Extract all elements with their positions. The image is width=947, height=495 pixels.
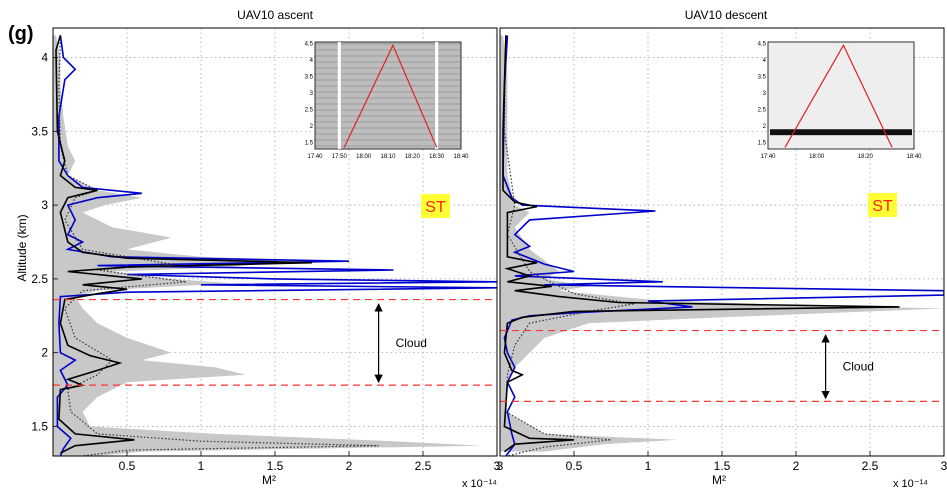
inset-x-tick-label-1: 18:00 <box>809 154 825 160</box>
inset-y-tick-label-5: 4 <box>310 58 314 64</box>
y-tick-label-0: 1.5 <box>31 419 48 433</box>
inset-y-tick-label-1: 2 <box>763 124 767 130</box>
ascent-spread-band <box>53 35 483 456</box>
descent-panel: UAV10 descent Cloud ST 3 0.5 1 1.5 2 2.5 3 M² … <box>497 8 947 490</box>
descent-st-label: ST <box>872 198 893 215</box>
inset-x-tick-label-0: 17:40 <box>760 154 776 160</box>
ascent-y-ticks: 1.5 2 2.5 3 3.5 4 <box>31 51 58 433</box>
ascent-panel: UAV10 ascent Cloud ST 0.5 1 1.5 2 2.5 3 1.5 2 2… <box>31 8 500 490</box>
inset-x-tick-label-3: 18:40 <box>906 154 922 160</box>
x-tick-label-1: 1 <box>198 459 205 473</box>
ascent-series-blue-line <box>56 35 497 456</box>
x-tick-label-3: 2 <box>346 459 353 473</box>
inset-y-tick-label-1: 2 <box>310 124 314 130</box>
panel-label: (g) <box>8 23 34 45</box>
descent-x-ticks: 3 0.5 1 1.5 2 2.5 3 <box>497 451 947 473</box>
inset-flight-path <box>784 44 893 148</box>
inset-x-tick-label-3: 18:10 <box>380 154 396 160</box>
x-tick-label-2: 1 <box>645 459 652 473</box>
ascent-cloud-label: Cloud <box>396 336 427 350</box>
descent-inset-ticks: 17:40 18:00 18:20 18:40 1.5 2 2.5 3 3.5 4 4.5 <box>758 42 923 160</box>
descent-x-scale-label: x 10⁻¹⁴ <box>893 478 928 490</box>
descent-cloud-label: Cloud <box>843 360 874 374</box>
ascent-title: UAV10 ascent <box>237 8 313 22</box>
inset-y-tick-label-5: 4 <box>763 58 767 64</box>
inset-x-tick-label-5: 18:30 <box>429 154 445 160</box>
inset-x-tick-label-4: 18:20 <box>405 154 421 160</box>
x-tick-label-3: 1.5 <box>714 459 731 473</box>
ascent-series-black-line <box>55 35 313 454</box>
descent-series-dotted-line <box>503 35 634 456</box>
x-tick-label-5: 2.5 <box>862 459 879 473</box>
ascent-inset-ticks: 17:40 17:50 18:00 18:10 18:20 18:30 18:40 1.5 2 2… <box>305 42 470 160</box>
y-tick-label-1: 2 <box>41 346 48 360</box>
descent-inset: 17:40 18:00 18:20 18:40 1.5 2 2.5 3 3.5 4 4.5 <box>758 41 923 160</box>
descent-title: UAV10 descent <box>685 8 768 22</box>
ascent-inset-image <box>314 41 462 150</box>
inset-y-tick-label-4: 3.5 <box>305 75 314 81</box>
y-tick-label-2: 2.5 <box>31 272 48 286</box>
descent-series-black-line <box>502 35 900 453</box>
descent-x-axis-label: M² <box>712 473 726 487</box>
inset-y-tick-label-3: 3 <box>310 91 314 97</box>
ascent-st-badge <box>421 194 450 218</box>
x-tick-label-6: 3 <box>941 459 947 473</box>
inset-flight-path <box>343 43 438 148</box>
x-tick-label-0: 3 <box>497 459 504 473</box>
ascent-x-scale-label: x 10⁻¹⁴ <box>462 478 497 490</box>
inset-y-tick-label-2: 2.5 <box>758 107 767 113</box>
x-tick-label-5: 3 <box>494 459 501 473</box>
inset-y-tick-label-0: 1.5 <box>758 140 767 146</box>
inset-x-tick-label-2: 18:20 <box>858 154 874 160</box>
inset-y-tick-label-2: 2.5 <box>305 107 314 113</box>
ascent-inset-overlay <box>337 42 439 149</box>
ascent-st-label: ST <box>425 199 446 216</box>
x-tick-label-4: 2.5 <box>415 459 432 473</box>
y-tick-label-4: 3.5 <box>31 124 48 138</box>
ascent-x-axis-label: M² <box>262 473 276 487</box>
inset-x-tick-label-2: 18:00 <box>356 154 372 160</box>
inset-x-tick-label-6: 18:40 <box>453 154 469 160</box>
inset-y-tick-label-6: 4.5 <box>305 42 314 48</box>
descent-inset-overlay <box>770 44 912 148</box>
x-tick-label-0: 0.5 <box>119 459 136 473</box>
ascent-x-ticks: 0.5 1 1.5 2 2.5 3 <box>119 451 501 473</box>
inset-x-tick-label-0: 17:40 <box>307 154 323 160</box>
y-axis-label: Altitude (km) <box>15 214 29 281</box>
x-tick-label-1: 0.5 <box>566 459 583 473</box>
x-tick-label-2: 1.5 <box>267 459 284 473</box>
y-tick-label-3: 3 <box>41 198 48 212</box>
inset-cloud-layer <box>770 129 912 136</box>
ascent-inset: 17:40 17:50 18:00 18:10 18:20 18:30 18:40 1.5 2 2… <box>305 41 470 160</box>
inset-y-tick-label-3: 3 <box>763 91 767 97</box>
inset-y-tick-label-6: 4.5 <box>758 42 767 48</box>
inset-y-tick-label-0: 1.5 <box>305 140 314 146</box>
inset-x-tick-label-1: 17:50 <box>332 154 348 160</box>
descent-st-badge <box>868 193 897 217</box>
y-tick-label-5: 4 <box>41 51 48 65</box>
x-tick-label-4: 2 <box>793 459 800 473</box>
inset-y-tick-label-4: 3.5 <box>758 75 767 81</box>
